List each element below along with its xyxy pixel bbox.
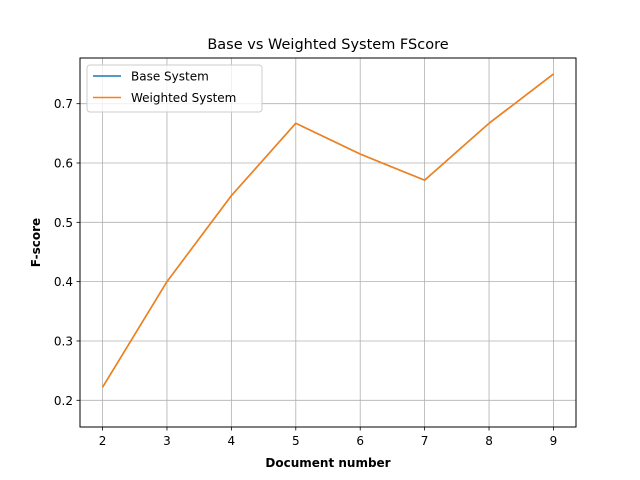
y-tick-label: 0.5 (54, 216, 73, 230)
y-tick-label: 0.4 (54, 275, 73, 289)
x-tick-label: 2 (99, 434, 107, 448)
axis-ticks: 2 3 4 5 6 7 8 9 0.2 0.3 0.4 0.5 0.6 0.7 (54, 97, 557, 448)
legend: Base System Weighted System (86, 64, 263, 113)
y-axis-title: F-score (29, 218, 43, 267)
legend-box (86, 64, 263, 113)
grid-lines (80, 58, 576, 427)
y-tick-label: 0.7 (54, 97, 73, 111)
plot-frame (79, 57, 577, 428)
x-tick-label: 3 (163, 434, 171, 448)
x-tick-label: 6 (356, 434, 364, 448)
chart-title: Base vs Weighted System FScore (207, 37, 448, 53)
y-tick-label: 0.2 (54, 394, 73, 408)
x-tick-label: 8 (485, 434, 493, 448)
series-lines (101, 73, 554, 388)
legend-label-base-system: Base System (131, 70, 209, 84)
x-tick-label: 9 (550, 434, 558, 448)
x-axis-title: Document number (265, 456, 390, 470)
y-tick-label: 0.3 (54, 334, 73, 348)
x-tick-label: 4 (228, 434, 236, 448)
x-tick-label: 5 (292, 434, 300, 448)
series-line-weighted-system (101, 73, 554, 388)
y-tick-label: 0.6 (54, 157, 73, 171)
x-tick-label: 7 (421, 434, 429, 448)
legend-label-weighted-system: Weighted System (131, 91, 236, 105)
